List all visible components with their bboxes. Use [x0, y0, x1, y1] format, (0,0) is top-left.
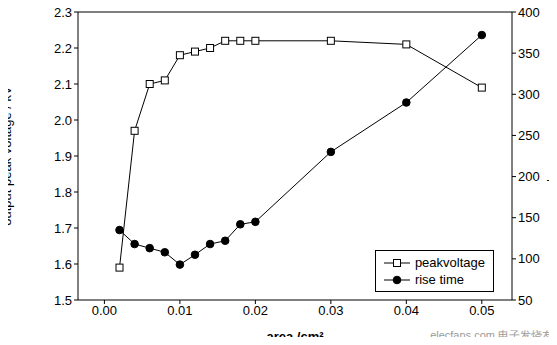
- svg-text:400: 400: [518, 8, 540, 20]
- svg-text:250: 250: [518, 128, 540, 143]
- svg-text:0.04: 0.04: [394, 303, 419, 318]
- svg-text:1.9: 1.9: [54, 149, 72, 164]
- svg-text:0.02: 0.02: [243, 303, 268, 318]
- svg-text:0.03: 0.03: [318, 303, 343, 318]
- svg-text:2.0: 2.0: [54, 113, 72, 128]
- svg-text:2.1: 2.1: [54, 77, 72, 92]
- svg-text:300: 300: [518, 87, 540, 102]
- svg-text:output peak voltage / kV: output peak voltage / kV: [8, 86, 14, 226]
- svg-text:200: 200: [518, 169, 540, 184]
- html-text:elecfans.com 电子发烧友: elecfans.com 电子发烧友: [430, 329, 553, 341]
- svg-text:50: 50: [518, 293, 532, 308]
- svg-text:1.7: 1.7: [54, 221, 72, 236]
- svg-text:1.6: 1.6: [54, 257, 72, 272]
- svg-text:0.05: 0.05: [469, 303, 494, 318]
- svg-text:350: 350: [518, 46, 540, 61]
- html-text:rise time: rise time: [414, 272, 464, 287]
- svg-text:1.8: 1.8: [54, 185, 72, 200]
- svg-text:2.2: 2.2: [54, 41, 72, 56]
- svg-text:2.3: 2.3: [54, 8, 72, 20]
- svg-text:1.5: 1.5: [54, 293, 72, 308]
- svg-text:area /cm²: area /cm²: [266, 329, 324, 337]
- svg-text:rise time / ps: rise time / ps: [547, 119, 549, 193]
- svg-text:0.01: 0.01: [167, 303, 192, 318]
- html-text:peakvoltage: peakvoltage: [414, 255, 485, 270]
- svg-text:150: 150: [518, 210, 540, 225]
- svg-text:0.00: 0.00: [92, 303, 117, 318]
- svg-text:100: 100: [518, 251, 540, 266]
